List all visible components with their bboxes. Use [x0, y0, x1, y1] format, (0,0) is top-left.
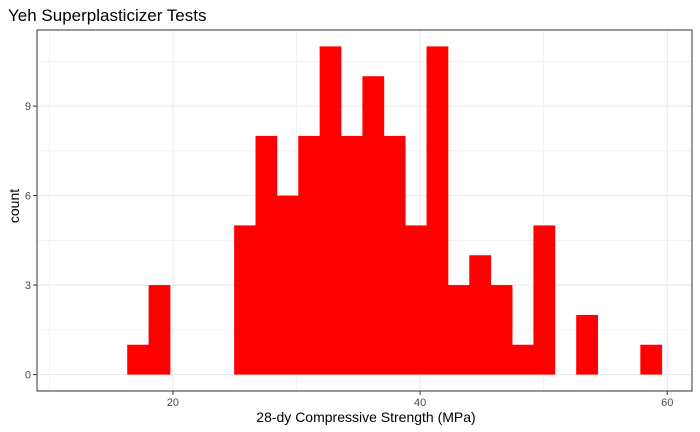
histogram-bar [447, 285, 470, 375]
y-tick-label: 0 [25, 370, 31, 382]
histogram-bar [426, 46, 449, 375]
y-tick-label: 3 [25, 280, 31, 292]
x-tick-label: 20 [167, 397, 179, 409]
histogram-bar [148, 285, 171, 375]
x-tick-label: 60 [661, 397, 673, 409]
histogram-bar [490, 285, 513, 375]
histogram-bar [640, 344, 663, 375]
histogram-bar [405, 225, 427, 375]
histogram-bars [127, 46, 663, 375]
histogram-bar [512, 344, 534, 375]
histogram-bar [255, 135, 278, 375]
histogram-bar [469, 255, 492, 375]
x-axis-title: 28-dy Compressive Strength (MPa) [256, 409, 475, 425]
histogram-bar [234, 225, 256, 375]
y-tick-label: 9 [25, 101, 31, 113]
x-tick-label: 40 [414, 397, 426, 409]
histogram-bar [319, 46, 342, 375]
y-axis-title: count [6, 189, 22, 223]
histogram-bar [276, 195, 299, 375]
histogram-bar [576, 314, 598, 375]
panel-border [36, 29, 693, 392]
histogram-bar [383, 135, 406, 375]
histogram-bar [127, 344, 149, 375]
histogram-bar [533, 225, 556, 375]
histogram-bar [362, 76, 385, 375]
histogram-bar [341, 135, 363, 375]
y-axis: 0 3 6 9 [25, 101, 37, 382]
plot-area [36, 29, 693, 392]
y-tick-label: 6 [25, 191, 31, 203]
x-axis: 20 40 60 [167, 391, 673, 409]
chart-title: Yeh Superplasticizer Tests [8, 6, 206, 25]
histogram-bar [298, 135, 321, 375]
